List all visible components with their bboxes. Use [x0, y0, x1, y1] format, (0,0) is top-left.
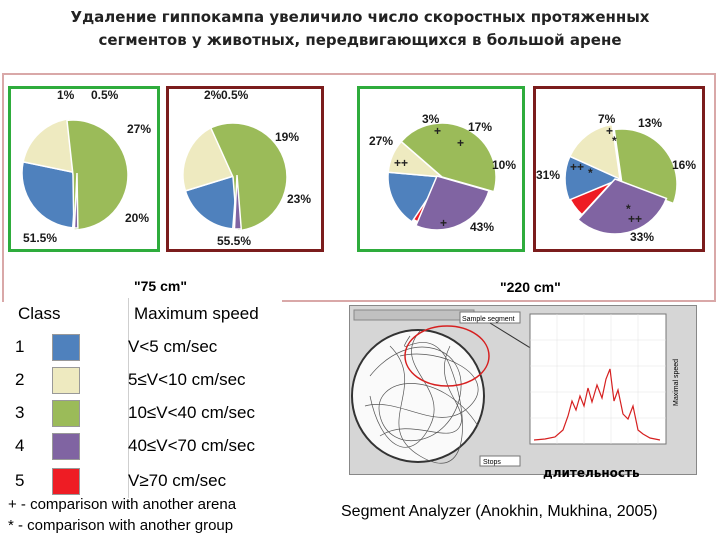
speed-trace	[533, 368, 661, 441]
legend-swatch	[52, 400, 80, 427]
analyzer-toolbar	[353, 309, 475, 321]
pie-label-class-1: 27%	[127, 122, 151, 136]
pie-label-class-2: 23%	[287, 192, 311, 206]
legend-range: 10≤V<40 cm/sec	[128, 403, 255, 422]
pie-label-class-4: 1%	[57, 89, 75, 102]
significance-mark: +	[606, 124, 613, 138]
pie-slice-class-3	[66, 119, 129, 231]
stops-label: Stops	[483, 459, 501, 466]
pie-slice-class-2	[568, 123, 621, 181]
pie-label-class-5: 0.5%	[91, 89, 119, 102]
pie-label-class-5: 3%	[422, 112, 440, 126]
pie-label-class-5: 0.5%	[221, 89, 249, 102]
pie-chart: 13%16%33%31%7%+*++ **++	[536, 112, 696, 244]
legend-row: 3 10≤V<40 cm/sec	[4, 397, 282, 429]
note-plus: + - comparison with another arena	[8, 496, 237, 513]
legend-header-speed: Maximum speed	[134, 304, 259, 323]
significance-mark: +	[457, 136, 464, 150]
note-star: * - comparison with another group	[8, 517, 234, 534]
pie-label-class-1: 19%	[275, 130, 299, 144]
citation: Segment Analyzer (Anokhin, Mukhina, 2005…	[341, 503, 658, 520]
duration-label: длительность	[543, 466, 640, 480]
legend-range: V<5 cm/sec	[128, 337, 218, 356]
legend-swatch	[52, 468, 80, 495]
legend-header-class: Class	[18, 304, 61, 323]
sample-ellipse	[404, 325, 490, 387]
sample-segment-label: Sample segment	[462, 316, 515, 323]
charts-frame	[2, 73, 716, 302]
pie-slice-class-1	[21, 160, 78, 229]
title-line-1: Удаление гиппокампа увеличило число скор…	[70, 8, 650, 26]
legend-range: 40≤V<70 cm/sec	[128, 436, 255, 455]
significance-mark: ++	[628, 212, 642, 226]
legend-class: 5	[15, 471, 25, 490]
segment-analyzer-screenshot: Sample segment Stops Maximal speed	[349, 305, 697, 475]
pie-slice-class-4	[73, 172, 79, 229]
speed-class-legend: Class Maximum speed 1 V<5 cm/sec 2 5≤V<1…	[4, 298, 282, 500]
pie-label-class-4: 31%	[536, 168, 560, 182]
pie-slice-class-4	[576, 178, 668, 235]
pie-label-class-2: 20%	[125, 211, 149, 225]
legend-class: 1	[15, 337, 25, 356]
legend-row: 4 40≤V<70 cm/sec	[4, 430, 282, 462]
pie-chart: 19% 23% 55.5% 2% 0.5%	[182, 89, 311, 248]
arena-circle	[351, 329, 485, 463]
pie-label-class-3: 51.5%	[23, 231, 57, 245]
pie-label-class-2: 10%	[492, 158, 516, 172]
arena-label-220: "220 cm"	[500, 279, 561, 295]
pie-slice-class-4	[414, 175, 490, 231]
legend-row: 2 5≤V<10 cm/sec	[4, 364, 282, 396]
pie-panel-75cm-control: 27% 20% 51.5% 1% 0.5%	[8, 86, 160, 252]
pie-label-class-1: 17%	[468, 120, 492, 134]
significance-mark: +	[440, 216, 447, 230]
pie-label-class-3: 33%	[630, 230, 654, 244]
pie-panel-75cm-lesion: 19% 23% 55.5% 2% 0.5%	[166, 86, 324, 252]
significance-mark: *	[588, 166, 593, 180]
pie-slice-class-1	[387, 171, 444, 223]
significance-mark: +	[434, 124, 441, 138]
legend-row: 5 V≥70 cm/sec	[4, 465, 282, 497]
legend-swatch	[52, 334, 80, 361]
legend-divider	[128, 298, 129, 498]
pie-label-class-4: 27%	[369, 134, 393, 148]
significance-mark: *	[612, 134, 617, 148]
legend-swatch	[52, 433, 80, 460]
stops-box	[479, 455, 521, 467]
pie-chart: 17%10%43%27%3%+++++	[369, 112, 516, 234]
arena-label-75: "75 cm"	[134, 278, 187, 294]
significance-mark: ++	[394, 156, 408, 170]
pie-label-class-3: 55.5%	[217, 234, 251, 248]
pie-slice-class-4	[233, 174, 243, 230]
legend-range: V≥70 cm/sec	[128, 471, 227, 490]
legend-swatch	[52, 367, 80, 394]
legend-class: 2	[15, 370, 25, 389]
pie-slice-class-3	[209, 122, 288, 232]
pie-slice-class-3	[400, 122, 497, 193]
pie-label-class-2: 16%	[672, 158, 696, 172]
speed-plot-area	[529, 313, 667, 445]
pie-panel-220cm-control: 17% 10% 43% 27% 3% + + ++ +	[357, 86, 525, 252]
analyzer-graphic: Sample segment Stops Maximal speed	[351, 309, 680, 467]
track-lines	[364, 330, 479, 464]
significance-mark: ++	[570, 160, 584, 174]
pie-panel-220cm-lesion: 13% 16% 33% 31% 7% + * ++ * * ++	[533, 86, 705, 252]
pie-label-class-5: 7%	[598, 112, 616, 126]
legend-range: 5≤V<10 cm/sec	[128, 370, 246, 389]
legend-class: 3	[15, 403, 25, 422]
max-speed-axis-label: Maximal speed	[673, 359, 680, 406]
pie-slice-class-2	[22, 117, 78, 174]
pie-chart: 27% 20% 51.5% 1% 0.5%	[21, 89, 151, 245]
legend-class: 4	[15, 436, 25, 455]
title-line-2: сегментов у животных, передвигающихся в …	[98, 31, 622, 49]
pie-label-class-4: 2%	[204, 89, 222, 102]
significance-mark: *	[626, 202, 631, 216]
slide-title: Удаление гиппокампа увеличило число скор…	[60, 6, 660, 52]
pie-label-class-1: 13%	[638, 116, 662, 130]
pie-slice-class-1	[184, 173, 238, 230]
legend-row: 1 V<5 cm/sec	[4, 331, 282, 363]
pie-label-class-3: 43%	[470, 220, 494, 234]
legend-header: Class Maximum speed	[4, 298, 282, 330]
